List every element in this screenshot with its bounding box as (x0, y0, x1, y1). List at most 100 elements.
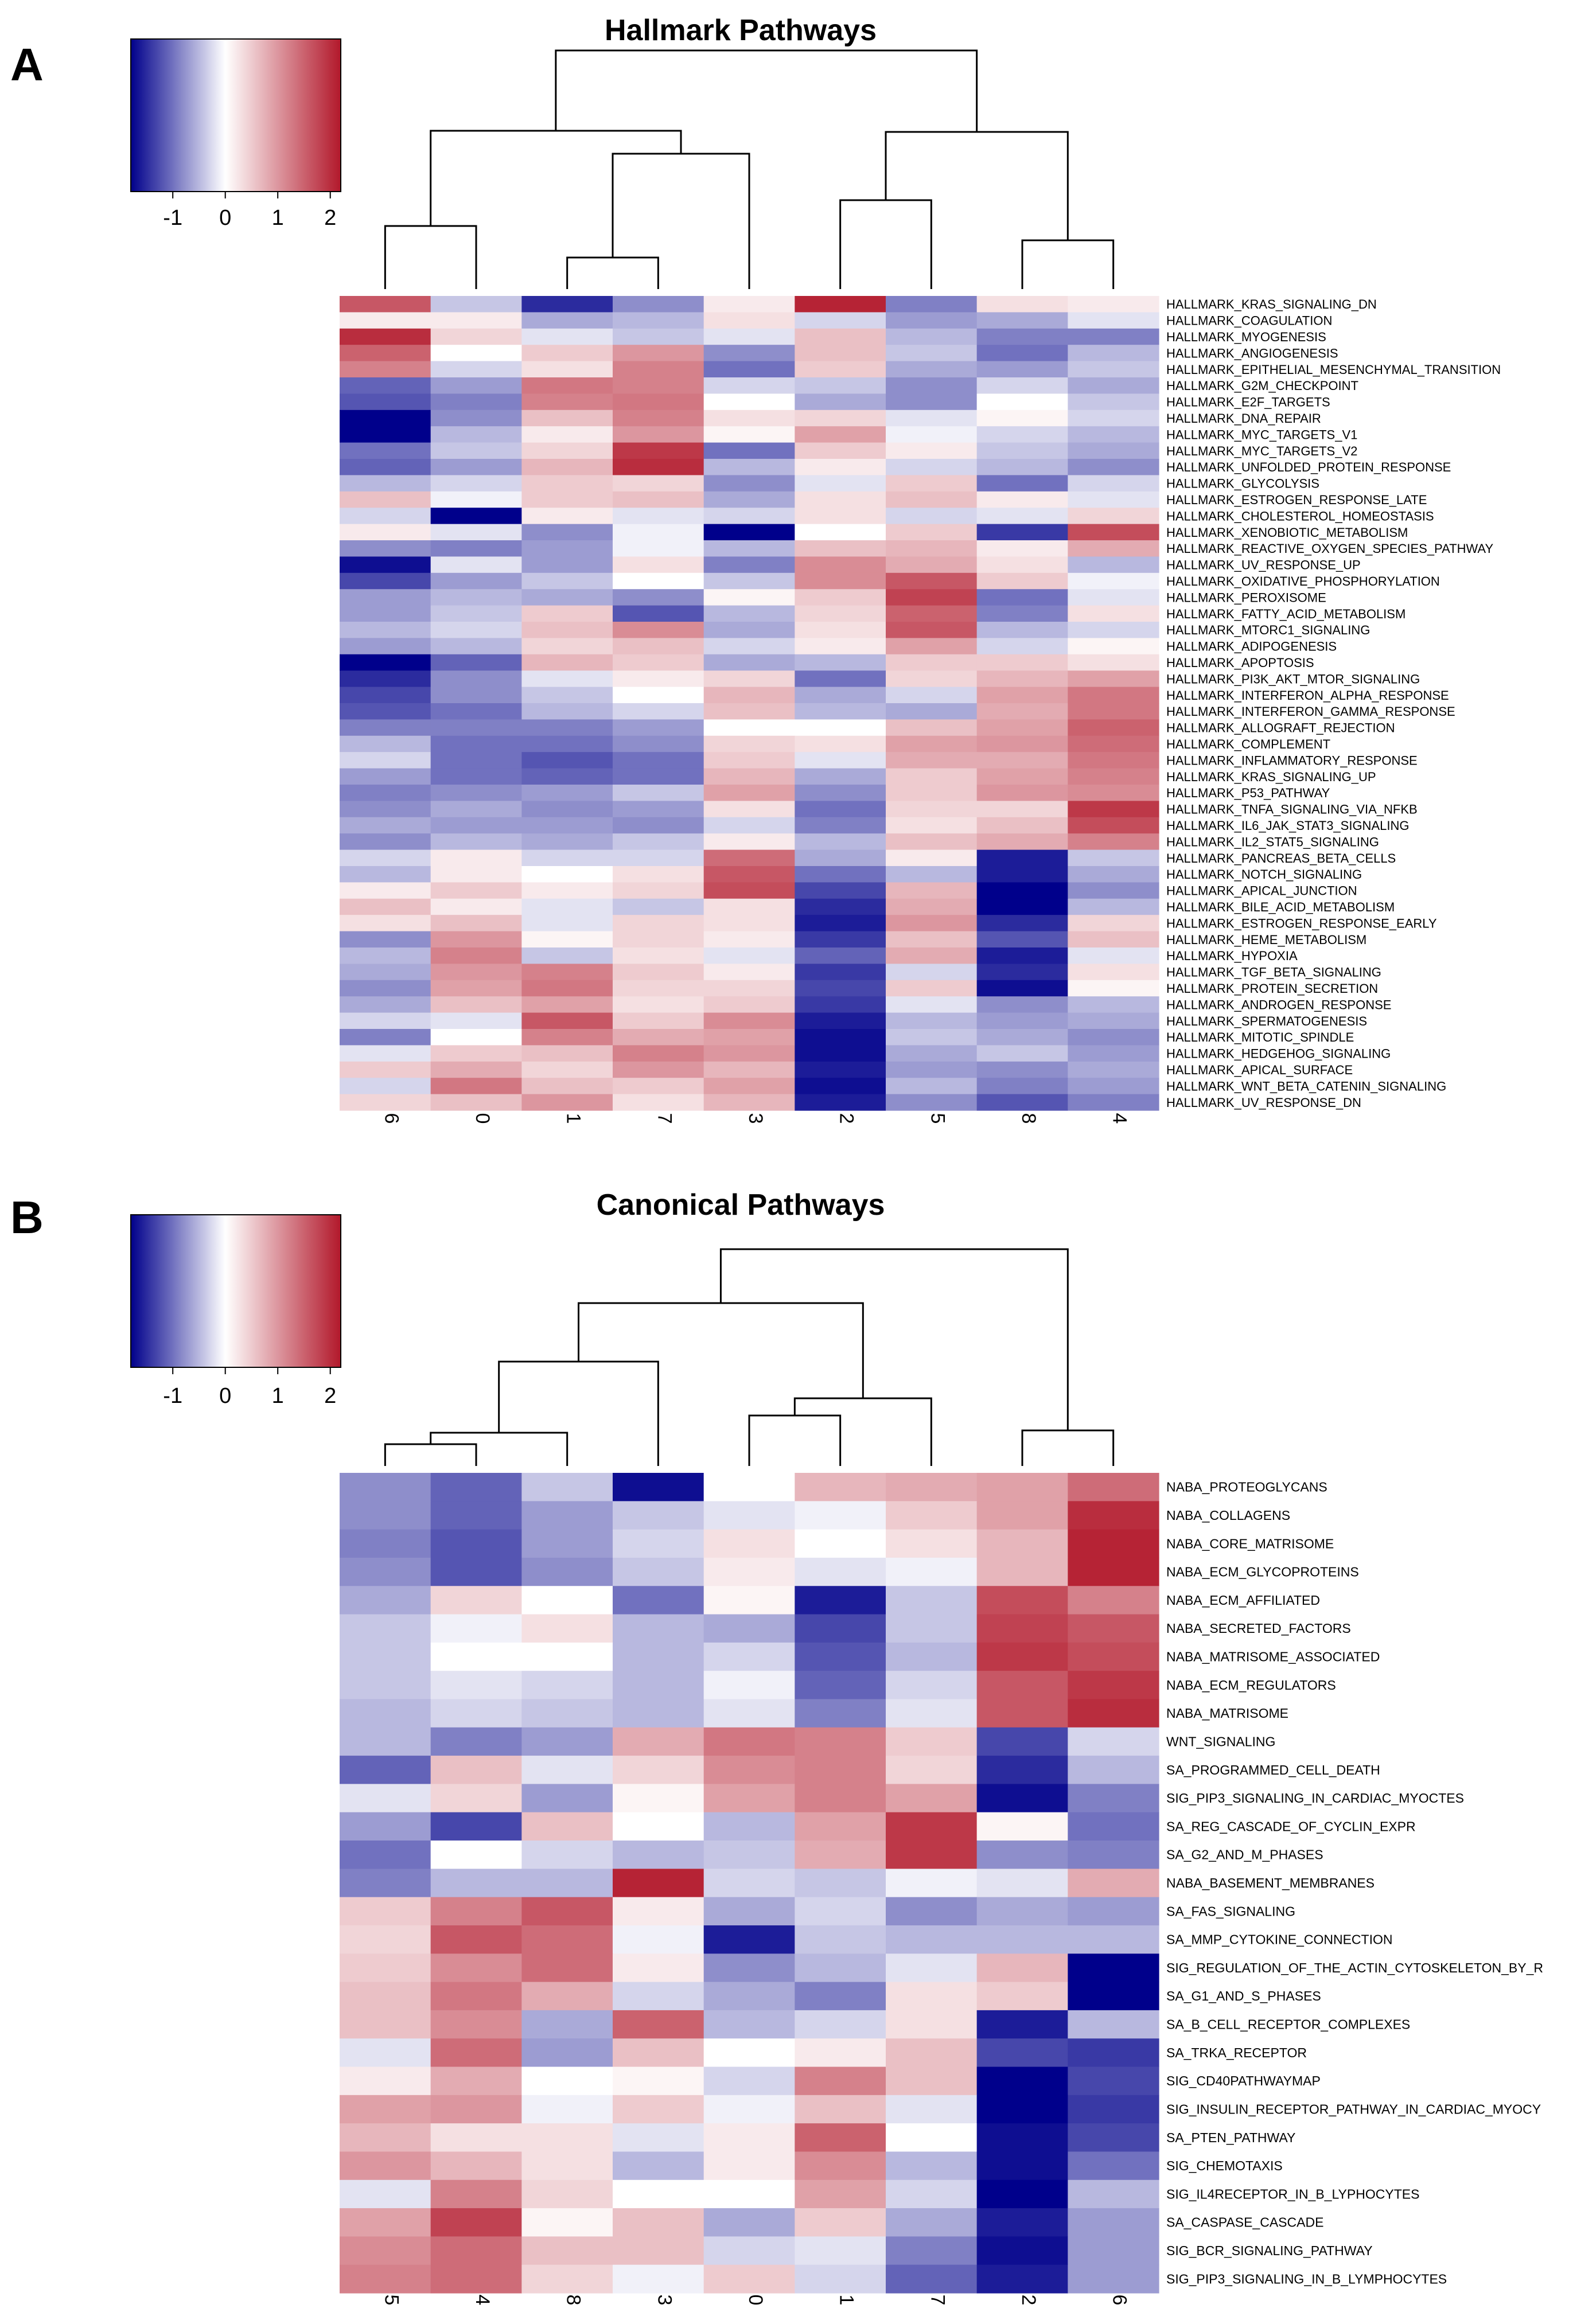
row-label: HALLMARK_ESTROGEN_RESPONSE_EARLY (1166, 916, 1437, 930)
row-label: HALLMARK_CHOLESTEROL_HOMEOSTASIS (1166, 509, 1434, 523)
heatmap-cell (521, 524, 613, 541)
heatmap-cell (976, 2010, 1068, 2039)
heatmap-cell (340, 1473, 431, 1502)
row-label: HALLMARK_MTORC1_SIGNALING (1166, 623, 1370, 637)
heatmap-cell (1068, 508, 1159, 525)
row-labels-b: NABA_PROTEOGLYCANS NABA_COLLAGENS NABA_COR… (1166, 1480, 1543, 2287)
panel-label-a: A (10, 39, 44, 90)
heatmap-cell (430, 1045, 522, 1062)
heatmap-cell (795, 2264, 886, 2294)
row-label: SA_CASPASE_CASCADE (1166, 2215, 1323, 2230)
heatmap-cell (613, 2264, 704, 2294)
heatmap-cell (703, 2208, 795, 2237)
panel-label-b: B (10, 1192, 44, 1243)
heatmap-cell (340, 866, 431, 883)
row-label: HALLMARK_P53_PATHWAY (1166, 786, 1330, 800)
heatmap-cell (430, 2066, 522, 2096)
heatmap-cell (521, 670, 613, 688)
heatmap-cell (430, 817, 522, 834)
heatmap-cell (430, 1501, 522, 1530)
row-label: SIG_IL4RECEPTOR_IN_B_LYPHOCYTES (1166, 2186, 1419, 2201)
heatmap-cell (1068, 475, 1159, 492)
heatmap-cell (795, 898, 886, 915)
heatmap-cell (703, 1953, 795, 1983)
heatmap-cell (1068, 1061, 1159, 1078)
row-label: SA_PROGRAMMED_CELL_DEATH (1166, 1763, 1380, 1777)
heatmap-cell (703, 312, 795, 329)
heatmap-cell (340, 296, 431, 313)
heatmap-cell (430, 345, 522, 362)
heatmap-cell (1068, 1029, 1159, 1046)
column-label: 7 (653, 1113, 675, 1124)
heatmap-cell (795, 1614, 886, 1643)
heatmap-cell (521, 1671, 613, 1700)
column-label: 1 (836, 2295, 858, 2306)
heatmap-cell (976, 491, 1068, 508)
heatmap-cell (795, 1473, 886, 1502)
heatmap-cell (795, 1841, 886, 1869)
heatmap-cell (1068, 1953, 1159, 1983)
heatmap-cell (340, 345, 431, 362)
dendrogram-branch (430, 130, 682, 226)
heatmap-cell (1068, 833, 1159, 851)
heatmap-cell (976, 2066, 1068, 2096)
heatmap-cell (886, 556, 978, 574)
heatmap-cell (703, 410, 795, 427)
heatmap-cell (1068, 1529, 1159, 1558)
heatmap-cell (1068, 1897, 1159, 1926)
heatmap-cell (613, 1045, 704, 1062)
row-label: HALLMARK_INTERFERON_GAMMA_RESPONSE (1166, 704, 1455, 719)
heatmap-cell (886, 1045, 978, 1062)
row-label: HALLMARK_WNT_BETA_CATENIN_SIGNALING (1166, 1079, 1446, 1093)
heatmap-cell (340, 2038, 431, 2068)
heatmap-cell (976, 475, 1068, 492)
heatmap-cell (703, 1784, 795, 1813)
heatmap-cell (521, 1897, 613, 1926)
row-label: HALLMARK_E2F_TARGETS (1166, 395, 1330, 410)
panel-b-title: Canonical Pathways (597, 1188, 885, 1222)
heatmap-cell (795, 605, 886, 622)
heatmap-cell (886, 964, 978, 981)
heatmap-cell (886, 768, 978, 785)
heatmap-cell (976, 719, 1068, 736)
heatmap-cell (795, 1699, 886, 1728)
heatmap-cell (1068, 1557, 1159, 1586)
heatmap-cell (1068, 915, 1159, 932)
heatmap-cell (613, 345, 704, 362)
heatmap-cell (1068, 377, 1159, 394)
heatmap-cell (703, 866, 795, 883)
heatmap-cell (521, 1756, 613, 1785)
row-label: HALLMARK_UV_RESPONSE_DN (1166, 1095, 1361, 1110)
heatmap-cell (1068, 1614, 1159, 1643)
heatmap-cell (886, 703, 978, 720)
heatmap-cell (976, 866, 1068, 883)
heatmap-cell (976, 1642, 1068, 1671)
heatmap-cell (521, 638, 613, 655)
heatmap-cell (340, 915, 431, 932)
heatmap-cell (340, 524, 431, 541)
dendrogram-branch (793, 1397, 932, 1466)
heatmap-cell (976, 752, 1068, 769)
heatmap-cell (340, 735, 431, 752)
heatmap-cell (703, 377, 795, 394)
heatmap-cell (976, 1501, 1068, 1530)
heatmap-cell (1068, 1699, 1159, 1728)
heatmap-cell (976, 1812, 1068, 1841)
heatmap-cell (703, 475, 795, 492)
heatmap-cell (340, 2010, 431, 2039)
heatmap-cell (521, 752, 613, 769)
heatmap-cell (521, 964, 613, 981)
heatmap-cell (795, 442, 886, 459)
heatmap-cell (430, 393, 522, 411)
heatmap-cell (521, 312, 613, 329)
heatmap-cell (976, 785, 1068, 801)
row-label: HALLMARK_IL6_JAK_STAT3_SIGNALING (1166, 818, 1409, 833)
heatmap-cell (703, 345, 795, 362)
color-key-b: -1 0 1 2 (130, 1214, 341, 1408)
heatmap-cell (1068, 345, 1159, 362)
heatmap-cell (886, 508, 978, 525)
row-label: SIG_REGULATION_OF_THE_ACTIN_CYTOSKELETON… (1166, 1960, 1543, 1975)
heatmap-cell (340, 572, 431, 590)
heatmap-cell (430, 898, 522, 915)
heatmap-cell (1068, 2010, 1159, 2039)
